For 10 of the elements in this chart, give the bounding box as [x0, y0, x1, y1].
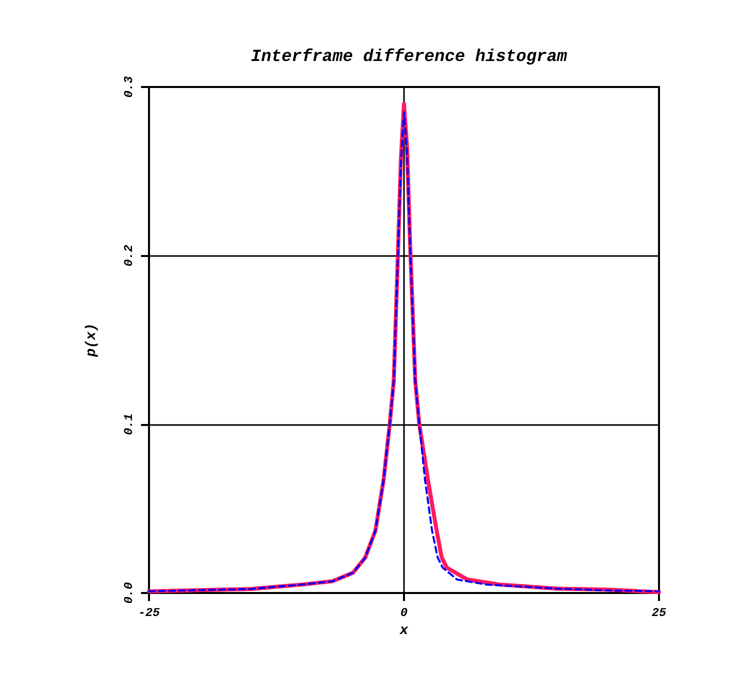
- x-tick-label: -25: [138, 606, 161, 620]
- y-tick-label: 0.1: [122, 414, 136, 436]
- x-tick-label: 0: [400, 606, 408, 620]
- y-tick-label: 0.3: [122, 76, 136, 98]
- y-tick-label: 0.0: [122, 582, 136, 604]
- x-axis-title: x: [398, 622, 409, 639]
- y-axis-title: p(x): [84, 323, 100, 358]
- x-tick-label: 25: [652, 606, 667, 620]
- y-tick-label: 0.2: [122, 244, 136, 266]
- chart-title: Interframe difference histogram: [250, 48, 568, 67]
